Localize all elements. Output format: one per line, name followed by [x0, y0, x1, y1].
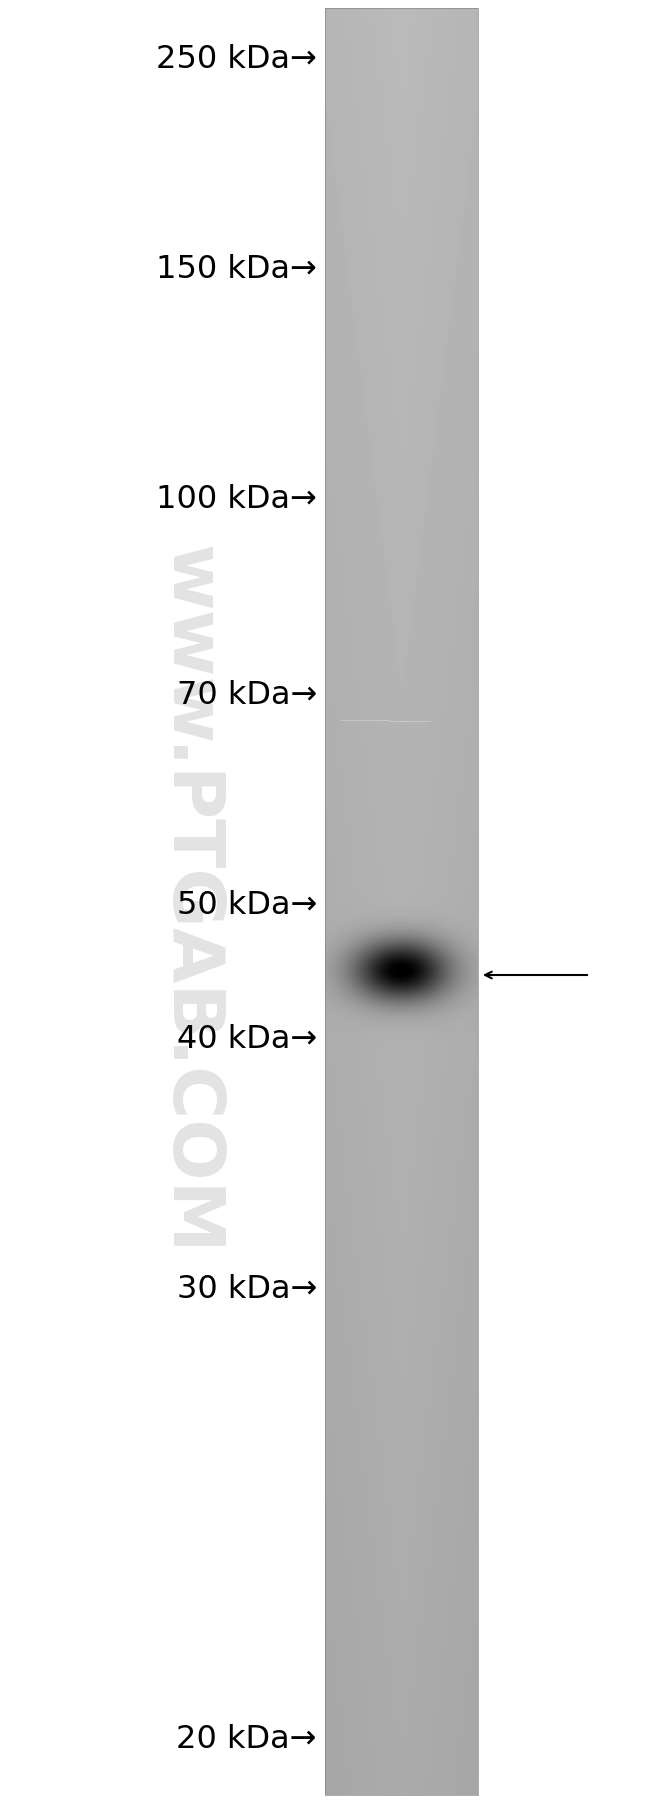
Text: 20 kDa→: 20 kDa→	[177, 1724, 317, 1756]
Text: 40 kDa→: 40 kDa→	[177, 1024, 317, 1055]
Text: 70 kDa→: 70 kDa→	[177, 680, 317, 710]
Text: 150 kDa→: 150 kDa→	[156, 254, 317, 285]
Text: www.PTGAB.COM: www.PTGAB.COM	[155, 545, 224, 1255]
Text: 250 kDa→: 250 kDa→	[156, 45, 317, 76]
Text: 50 kDa→: 50 kDa→	[177, 889, 317, 921]
Text: 30 kDa→: 30 kDa→	[177, 1275, 317, 1305]
Text: 100 kDa→: 100 kDa→	[156, 485, 317, 516]
